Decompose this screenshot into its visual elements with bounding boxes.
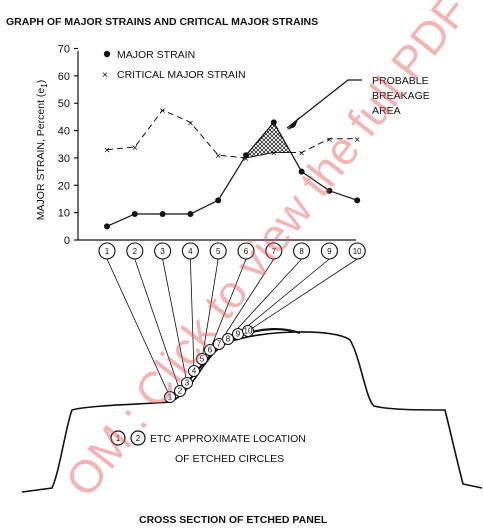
x-category-label: 1 xyxy=(105,247,110,256)
major-strain-point xyxy=(243,152,249,159)
etched-circle xyxy=(242,325,254,337)
x-category-label: 5 xyxy=(216,247,221,256)
legend-circle-1 xyxy=(110,430,126,446)
major-strain-point xyxy=(131,211,138,218)
breakage-annotation: PROBABLE BREAKAGE AREA xyxy=(286,75,430,130)
major-strain-point xyxy=(104,223,110,230)
leader-line xyxy=(237,258,330,335)
x-category-label: 8 xyxy=(299,247,304,256)
etched-circle xyxy=(174,385,186,397)
series-line-major-strain xyxy=(106,121,358,227)
panel-profile xyxy=(21,331,483,493)
y-tick-label: 10 xyxy=(58,208,70,220)
leader-line xyxy=(106,258,171,398)
diagram-title: CROSS SECTION OF ETCHED PANEL xyxy=(139,514,328,526)
x-category-label: 7 xyxy=(272,247,277,256)
legend-circle-2-label: 2 xyxy=(136,434,141,443)
etched-circle-label: 7 xyxy=(217,340,222,349)
major-strain-point xyxy=(326,187,333,194)
chart-title: GRAPH OF MAJOR STRAINS AND CRITICAL MAJO… xyxy=(6,16,318,28)
annotation-line-1: PROBABLE xyxy=(372,75,429,87)
x-category-label: 2 xyxy=(133,247,138,256)
legend-x-marker: × xyxy=(102,69,108,81)
leader-lines xyxy=(106,258,358,398)
leader-line xyxy=(247,258,358,332)
etched-circle xyxy=(204,344,216,356)
legend-dot-marker xyxy=(103,50,111,58)
leader-line xyxy=(209,258,247,351)
plot-area: 0 10 20 30 40 50 60 70 MAJOR STRAIN, Percent (e… xyxy=(35,44,430,260)
legend-label-major-strain: MAJOR STRAIN xyxy=(117,49,195,61)
x-category-label: 4 xyxy=(188,247,193,256)
etched-circle-label: 2 xyxy=(178,387,183,396)
etched-circle xyxy=(213,338,225,350)
y-tick-label: 70 xyxy=(58,44,70,56)
etched-circle xyxy=(188,365,200,377)
x-category-label: 10 xyxy=(353,247,362,256)
major-strain-point xyxy=(298,168,305,175)
legend-label-critical-major-strain: CRITICAL MAJOR STRAIN xyxy=(117,69,246,81)
etched-circle-label: 10 xyxy=(244,327,253,336)
major-strain-point xyxy=(215,197,222,204)
etched-circle-label: 6 xyxy=(208,346,213,355)
annotation-arrowhead xyxy=(287,117,299,130)
y-tick-label: 0 xyxy=(64,235,70,247)
annotation-line-2: BREAKAGE xyxy=(372,90,430,102)
annotation-line-3: AREA xyxy=(372,105,401,117)
etched-circle-label: 1 xyxy=(168,393,173,402)
y-tick-label: 30 xyxy=(58,153,70,165)
etched-circle xyxy=(222,333,234,345)
series-line-critical-major-strain xyxy=(106,109,358,159)
critical-strain-point: × xyxy=(160,105,166,117)
etched-circle-label: 3 xyxy=(185,379,190,388)
legend-circle-2 xyxy=(130,430,146,446)
y-tick-label: 60 xyxy=(58,71,70,83)
etched-circle xyxy=(164,391,176,403)
diagram-legend-line-1: APPROXIMATE LOCATION xyxy=(175,433,306,445)
leader-line xyxy=(134,258,181,392)
major-strain-point xyxy=(354,197,361,204)
critical-strain-point: × xyxy=(326,134,332,146)
major-strain-point xyxy=(270,119,277,126)
etched-circle-label: 5 xyxy=(200,355,205,364)
y-tick-label: 40 xyxy=(58,126,70,138)
etched-circle-label: 8 xyxy=(226,335,231,344)
critical-strain-point: × xyxy=(215,150,221,162)
etched-circle xyxy=(196,353,208,365)
x-category-label: 3 xyxy=(160,247,165,256)
leader-line xyxy=(162,258,188,384)
major-strain-point xyxy=(187,211,194,218)
etched-circle xyxy=(181,377,193,389)
leader-line xyxy=(218,258,275,345)
critical-strain-point: × xyxy=(354,134,360,146)
y-axis-label: MAJOR STRAIN, Percent (e1) xyxy=(35,80,49,220)
critical-strain-point: × xyxy=(187,117,193,129)
leader-line xyxy=(227,258,302,340)
diagram-legend: 1 2 ETC APPROXIMATE LOCATION OF ETCHED C… xyxy=(110,430,306,465)
critical-strain-point: × xyxy=(243,153,249,165)
x-category-label: 6 xyxy=(244,247,249,256)
critical-strain-point: × xyxy=(299,147,305,159)
etched-circle-label: 9 xyxy=(236,330,241,339)
legend-circle-1-label: 1 xyxy=(116,434,121,443)
critical-strain-point: × xyxy=(132,142,138,154)
legend: MAJOR STRAIN × CRITICAL MAJOR STRAIN xyxy=(102,49,246,81)
major-strain-point xyxy=(159,211,166,218)
critical-strain-point: × xyxy=(104,145,110,157)
leader-line xyxy=(190,258,195,372)
y-tick-label: 20 xyxy=(58,180,70,192)
critical-strain-point: × xyxy=(271,147,277,159)
annotation-leader-line xyxy=(286,79,362,129)
leader-line xyxy=(201,258,219,360)
x-category-label: 9 xyxy=(327,247,332,256)
y-tick-label: 50 xyxy=(58,98,70,110)
diagram-legend-line-2: OF ETCHED CIRCLES xyxy=(175,453,284,465)
diagram-legend-prefix: ETC xyxy=(150,433,171,445)
etched-circle-label: 4 xyxy=(192,367,197,376)
